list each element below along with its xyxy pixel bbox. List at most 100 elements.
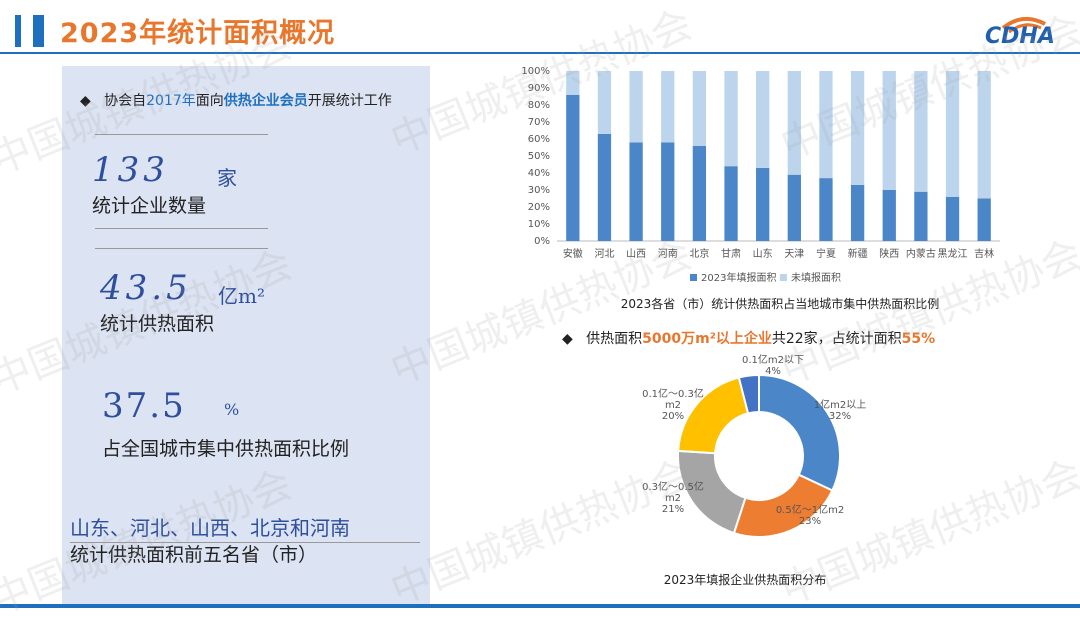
x-tick-label: 山东	[753, 247, 773, 260]
bar-segment	[629, 142, 643, 241]
logo-text: CDHA	[985, 24, 1055, 49]
legend-swatch	[690, 274, 697, 281]
bar-segment	[629, 71, 643, 143]
slice-label: 0.3亿～0.5亿 m2 21%	[642, 480, 704, 515]
legend-label: 未填报面积	[791, 271, 841, 284]
top-provinces: 山东、河北、山西、北京和河南	[70, 516, 350, 540]
bar-segment	[566, 94, 580, 241]
cdha-logo: CDHA	[985, 10, 1065, 50]
bar-segment	[850, 71, 865, 185]
bar-segment	[661, 142, 675, 241]
intro-text: 面向	[195, 93, 224, 109]
y-tick-label: 100%	[521, 66, 550, 77]
bottom-rule	[0, 604, 1080, 608]
page-title: 2023年统计面积概况	[60, 18, 336, 49]
y-tick-label: 20%	[528, 202, 550, 213]
x-tick-label: 天津	[784, 248, 804, 260]
slice-label: 0.5亿～1亿m2 23%	[776, 503, 844, 527]
diamond-bullet-icon: ◆	[562, 331, 573, 347]
bar-segment	[566, 71, 580, 95]
y-tick-label: 50%	[528, 151, 550, 162]
intro-bullet: ◆ 协会自2017年面向供热企业会员开展统计工作	[80, 90, 392, 110]
title-accent-bar	[33, 15, 44, 47]
donut-slice	[758, 373, 841, 492]
donut-chart: 1亿m2以上 32% 0.5亿～1亿m2 23% 0.3亿～0.5亿 m2 21% 0.1亿～…	[642, 353, 866, 538]
divider	[95, 134, 268, 135]
x-tick-label: 甘肃	[721, 247, 741, 260]
x-tick-label: 陕西	[879, 247, 899, 260]
intro-highlight: 供热企业会员	[223, 93, 308, 109]
legend-label: 2023年填报面积	[701, 271, 776, 284]
divider	[95, 248, 268, 249]
slice-label: 1亿m2以上 32%	[814, 398, 866, 422]
intro-year: 2017年	[146, 93, 196, 109]
stat-unit: %	[224, 400, 240, 419]
divider	[70, 542, 420, 543]
y-tick-label: 80%	[528, 100, 550, 111]
y-tick-label: 30%	[528, 185, 550, 196]
y-tick-label: 60%	[528, 134, 550, 145]
bar-segment	[819, 71, 833, 179]
intro-text: 开展统计工作	[307, 93, 392, 109]
x-tick-label: 河南	[658, 247, 678, 260]
x-tick-label: 宁夏	[816, 247, 836, 260]
bar-segment	[787, 71, 801, 175]
x-tick-label: 内蒙古	[906, 247, 936, 260]
pie-header-text: 共22家，占统计面积	[771, 331, 902, 347]
top-provinces-label: 统计供热面积前五名省（市）	[70, 544, 318, 566]
x-tick-label: 河北	[594, 248, 614, 260]
stat-label: 统计企业数量	[92, 195, 207, 217]
x-tick-label: 黑龙江	[938, 247, 968, 260]
x-tick-label: 安徽	[563, 247, 583, 260]
x-tick-label: 吉林	[974, 247, 994, 260]
bar-segment	[850, 184, 865, 241]
pie-header-highlight: 55%	[901, 331, 936, 347]
bar-segment	[597, 133, 612, 241]
title-rule	[0, 52, 1080, 54]
donut-slice	[737, 373, 760, 415]
bar-segment	[724, 166, 738, 241]
diamond-bullet-icon: ◆	[80, 93, 91, 109]
bar-segment	[914, 191, 928, 241]
slice-label: 0.1亿m2以下 4%	[742, 353, 804, 377]
stat-value: 43.5	[100, 268, 192, 308]
slice-label: 0.1亿～0.3亿 m2 20%	[642, 387, 704, 422]
bar-segment	[692, 71, 707, 146]
bar-segment	[977, 71, 991, 199]
intro-text: 协会自	[104, 93, 147, 109]
bar-segment	[724, 71, 738, 167]
stat-label: 统计供热面积	[100, 313, 215, 335]
pie-header-text: 供热面积	[586, 331, 643, 347]
y-tick-label: 90%	[528, 83, 550, 94]
y-tick-label: 40%	[528, 168, 550, 179]
stat-unit: 家	[217, 166, 237, 190]
x-tick-label: 新疆	[848, 247, 868, 260]
stats-panel	[62, 66, 430, 606]
stacked-bar-chart: 100% 90% 80% 70% 60% 50% 40% 30% 20% 10% 0% 安徽 河北 山西河…	[521, 66, 1000, 260]
bar-segment	[977, 198, 991, 241]
x-tick-label: 山西	[626, 248, 646, 260]
bar-segment	[692, 145, 707, 241]
pie-chart-caption: 2023年填报企业供热面积分布	[663, 573, 827, 587]
y-tick-label: 70%	[528, 117, 550, 128]
bar-segment	[661, 71, 675, 143]
bar-segment	[819, 178, 833, 241]
divider	[95, 228, 268, 229]
stat-unit: 亿m²	[218, 284, 265, 308]
bar-segment	[882, 190, 896, 241]
pie-header-highlight: 5000万m²以上企业	[642, 331, 772, 347]
y-tick-label: 10%	[528, 219, 550, 230]
bar-segment	[787, 174, 801, 241]
legend-swatch	[780, 274, 787, 281]
stat-value: 37.5	[102, 386, 186, 426]
x-tick-label: 北京	[689, 247, 709, 260]
bar-segment	[597, 71, 612, 134]
y-tick-label: 0%	[534, 236, 550, 247]
bar-segment	[756, 167, 770, 241]
stat-value: 133	[92, 150, 169, 190]
bar-chart-caption: 2023各省（市）统计供热面积占当地城市集中供热面积比例	[620, 297, 940, 311]
bar-segment	[945, 196, 960, 241]
bar-segment	[945, 71, 960, 197]
bar-segment	[756, 71, 770, 168]
logo-mark-icon	[1001, 16, 1046, 34]
